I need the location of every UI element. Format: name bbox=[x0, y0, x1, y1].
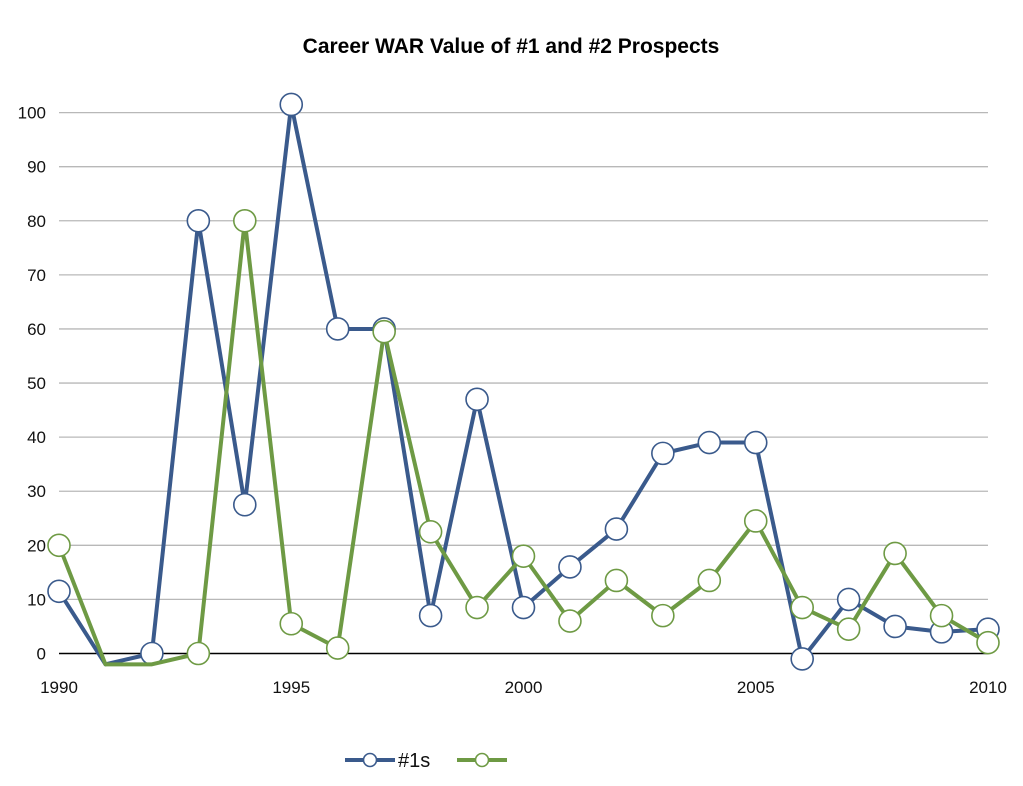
data-point bbox=[558, 609, 582, 633]
data-point bbox=[651, 603, 675, 628]
chart-title: Career WAR Value of #1 and #2 Prospects bbox=[303, 35, 720, 58]
legend-label: #1s bbox=[398, 750, 430, 772]
data-point bbox=[186, 641, 211, 666]
legend-marker bbox=[474, 752, 490, 768]
data-point bbox=[651, 441, 675, 466]
series-2 bbox=[47, 208, 1000, 667]
data-point bbox=[558, 555, 582, 579]
data-point bbox=[325, 317, 350, 341]
data-point bbox=[604, 517, 629, 541]
data-point bbox=[790, 595, 815, 620]
data-point bbox=[233, 208, 257, 233]
data-point bbox=[976, 630, 1000, 655]
data-point bbox=[47, 533, 71, 558]
x-tick-label: 1990 bbox=[40, 678, 78, 697]
y-axis-ticks: 0 10 20 30 40 50 60 70 80 90 100 bbox=[18, 104, 46, 664]
data-point bbox=[47, 579, 71, 604]
data-point bbox=[604, 568, 629, 593]
x-axis-ticks: 1990 1995 2000 2005 2010 bbox=[40, 678, 1007, 697]
data-point bbox=[279, 611, 304, 636]
x-tick-label: 2005 bbox=[737, 678, 775, 697]
data-point bbox=[511, 544, 536, 568]
y-tick-label: 80 bbox=[27, 212, 46, 231]
data-point bbox=[743, 430, 768, 455]
data-point bbox=[929, 603, 954, 628]
legend-entry: #1s bbox=[345, 750, 430, 772]
y-tick-label: 30 bbox=[27, 482, 46, 501]
x-tick-label: 2000 bbox=[505, 678, 543, 697]
y-tick-label: 10 bbox=[27, 590, 46, 609]
data-point bbox=[465, 595, 489, 620]
data-point bbox=[697, 430, 722, 455]
y-tick-label: 0 bbox=[37, 645, 46, 664]
y-tick-label: 50 bbox=[27, 374, 46, 393]
legend: #1s bbox=[345, 750, 507, 772]
data-point bbox=[790, 647, 815, 671]
x-tick-label: 1995 bbox=[272, 678, 310, 697]
series-1 bbox=[47, 92, 1000, 671]
y-tick-label: 40 bbox=[27, 428, 46, 447]
y-tick-label: 20 bbox=[27, 536, 46, 555]
series-line bbox=[57, 102, 990, 667]
data-point bbox=[418, 603, 443, 628]
data-point bbox=[743, 509, 768, 533]
data-point bbox=[883, 541, 907, 566]
data-point bbox=[511, 595, 536, 620]
data-point bbox=[418, 519, 443, 544]
series-layer bbox=[47, 92, 1000, 671]
x-tick-label: 2010 bbox=[969, 678, 1007, 697]
y-tick-label: 60 bbox=[27, 320, 46, 339]
data-point bbox=[465, 387, 489, 412]
y-tick-label: 90 bbox=[27, 158, 46, 177]
gridlines bbox=[59, 111, 988, 655]
legend-entry bbox=[457, 752, 507, 768]
data-point bbox=[186, 208, 211, 233]
legend-marker bbox=[362, 752, 378, 768]
data-point bbox=[697, 568, 722, 593]
data-point bbox=[372, 319, 396, 344]
data-point bbox=[325, 636, 350, 660]
data-point bbox=[836, 617, 861, 641]
y-tick-label: 100 bbox=[18, 104, 46, 123]
data-point bbox=[279, 92, 304, 117]
data-point bbox=[883, 614, 907, 639]
data-point bbox=[836, 587, 861, 612]
y-tick-label: 70 bbox=[27, 266, 46, 285]
data-point bbox=[233, 492, 257, 517]
